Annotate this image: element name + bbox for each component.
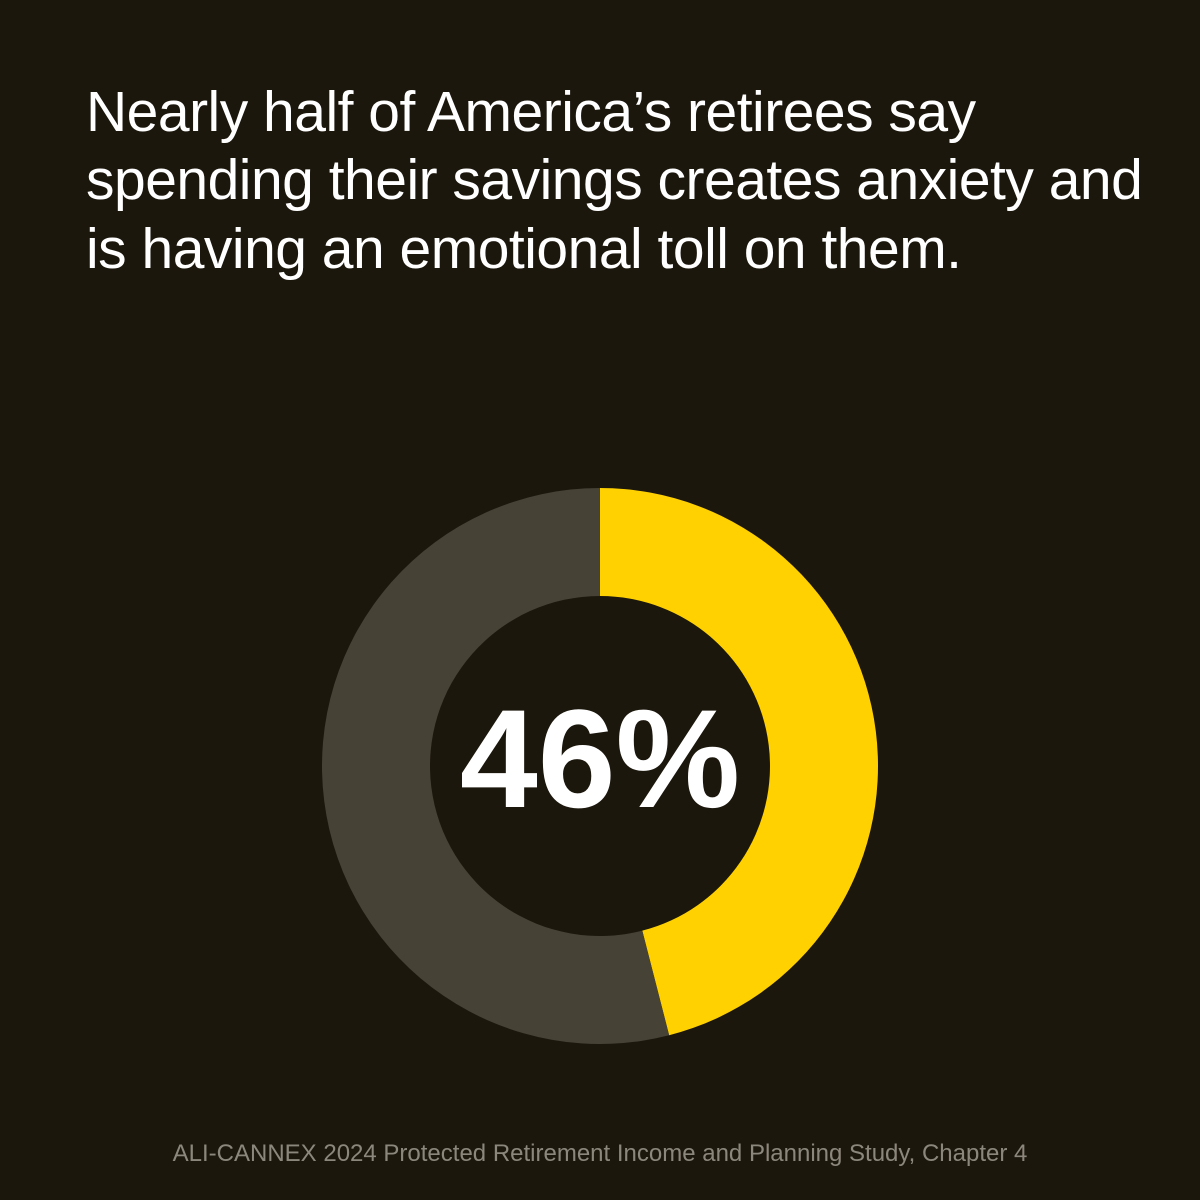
center-label: 46% (460, 680, 740, 837)
donut-segment (322, 488, 670, 1044)
source-note: ALI-CANNEX 2024 Protected Retirement Inc… (172, 1140, 1028, 1167)
donut-segment (600, 488, 879, 1036)
chart-title: Nearly half of America’s retirees say sp… (86, 80, 1143, 281)
